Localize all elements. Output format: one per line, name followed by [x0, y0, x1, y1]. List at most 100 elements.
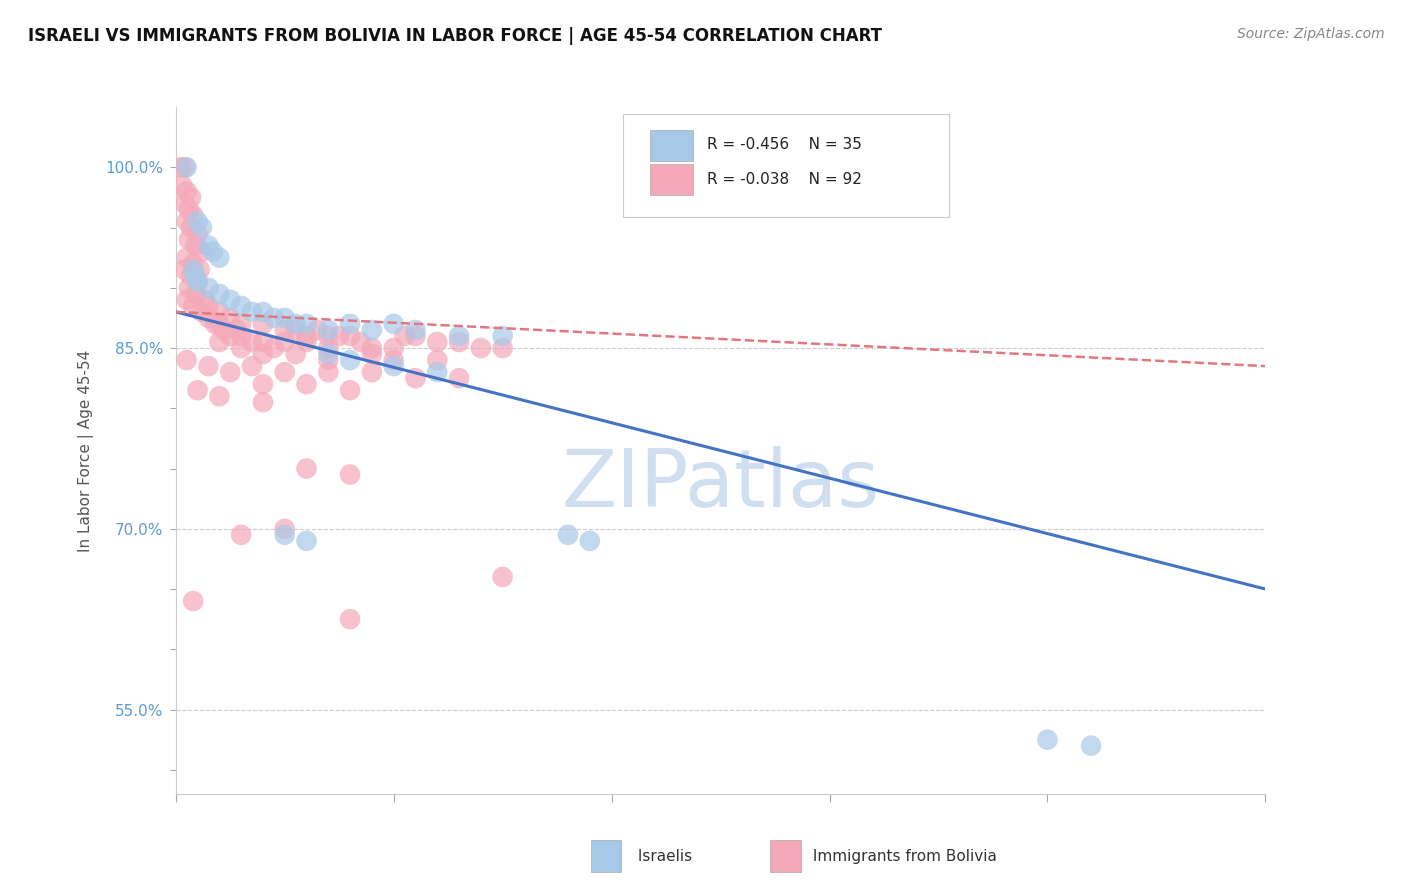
Point: [208, 286, 231, 301]
Point: [405, 329, 427, 343]
Point: [339, 353, 361, 368]
Point: [361, 365, 384, 379]
Point: [295, 461, 318, 475]
Point: [219, 329, 242, 343]
Point: [274, 522, 297, 536]
Point: [492, 570, 515, 584]
Point: [181, 594, 204, 608]
Point: [173, 161, 195, 175]
Point: [219, 310, 242, 325]
Point: [184, 238, 207, 252]
Point: [176, 185, 198, 199]
Point: [295, 317, 318, 331]
Point: [240, 334, 263, 349]
Point: [231, 299, 253, 313]
Point: [382, 353, 405, 368]
FancyBboxPatch shape: [623, 114, 949, 217]
Point: [252, 377, 274, 392]
Point: [318, 323, 340, 337]
Point: [295, 334, 318, 349]
Point: [186, 214, 209, 228]
Point: [361, 347, 384, 361]
Point: [208, 389, 231, 403]
Point: [252, 317, 274, 331]
Text: R = -0.456    N = 35: R = -0.456 N = 35: [707, 137, 862, 153]
Point: [231, 528, 253, 542]
Text: Israelis: Israelis: [633, 849, 692, 863]
Point: [405, 323, 427, 337]
Point: [263, 341, 285, 355]
Point: [231, 329, 253, 343]
Point: [284, 347, 307, 361]
Point: [186, 227, 209, 241]
Point: [169, 161, 191, 175]
Point: [177, 202, 200, 217]
Point: [284, 317, 307, 331]
Point: [447, 329, 470, 343]
Point: [295, 329, 318, 343]
Point: [405, 371, 427, 385]
Text: Source: ZipAtlas.com: Source: ZipAtlas.com: [1237, 27, 1385, 41]
Point: [361, 323, 384, 337]
Point: [181, 299, 204, 313]
Point: [180, 190, 202, 204]
Point: [274, 528, 297, 542]
Point: [193, 293, 215, 307]
Point: [318, 353, 340, 368]
Point: [350, 334, 373, 349]
Point: [176, 161, 198, 175]
Point: [208, 305, 231, 319]
Point: [186, 383, 209, 397]
Text: ISRAELI VS IMMIGRANTS FROM BOLIVIA IN LABOR FORCE | AGE 45-54 CORRELATION CHART: ISRAELI VS IMMIGRANTS FROM BOLIVIA IN LA…: [28, 27, 882, 45]
Point: [231, 341, 253, 355]
Point: [361, 341, 384, 355]
Point: [252, 347, 274, 361]
Point: [274, 365, 297, 379]
Point: [318, 329, 340, 343]
Point: [176, 353, 198, 368]
Point: [191, 220, 214, 235]
Point: [1080, 739, 1102, 753]
Point: [240, 359, 263, 373]
Point: [173, 262, 195, 277]
Text: Immigrants from Bolivia: Immigrants from Bolivia: [808, 849, 997, 863]
Point: [188, 262, 211, 277]
Point: [219, 365, 242, 379]
Point: [240, 305, 263, 319]
Point: [177, 233, 200, 247]
Point: [181, 262, 204, 277]
Point: [252, 305, 274, 319]
Point: [307, 323, 329, 337]
Point: [492, 329, 515, 343]
Point: [204, 317, 226, 331]
Point: [197, 281, 219, 295]
Point: [263, 310, 285, 325]
Point: [394, 329, 416, 343]
Point: [426, 334, 449, 349]
Point: [184, 286, 207, 301]
Point: [274, 310, 297, 325]
Point: [208, 317, 231, 331]
Point: [339, 383, 361, 397]
Point: [295, 533, 318, 548]
Point: [339, 467, 361, 482]
Point: [180, 268, 202, 283]
Bar: [650, 164, 693, 195]
Point: [492, 341, 515, 355]
Text: R = -0.038    N = 92: R = -0.038 N = 92: [707, 171, 862, 186]
Point: [557, 528, 579, 542]
Point: [201, 244, 224, 259]
Point: [177, 281, 200, 295]
Point: [172, 178, 194, 193]
Bar: [650, 129, 693, 161]
Point: [208, 334, 231, 349]
Text: ZIPatlas: ZIPatlas: [561, 446, 880, 524]
Point: [197, 299, 219, 313]
Point: [197, 359, 219, 373]
Point: [328, 329, 350, 343]
Point: [274, 323, 297, 337]
Point: [176, 293, 198, 307]
Point: [191, 244, 214, 259]
Point: [426, 353, 449, 368]
Point: [447, 334, 470, 349]
